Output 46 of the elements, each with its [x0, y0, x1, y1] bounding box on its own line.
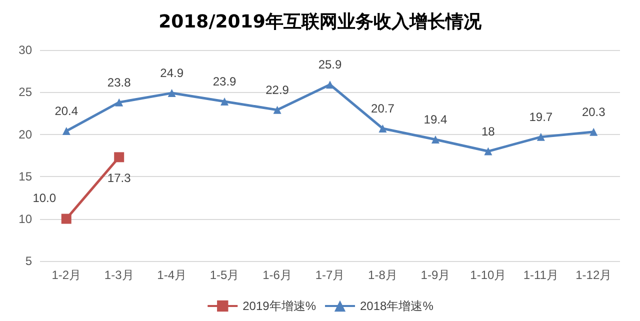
x-tick-label: 1-5月: [210, 268, 240, 282]
point: [484, 147, 492, 156]
data-label: 20.7: [371, 101, 395, 116]
point: [326, 80, 334, 89]
y-tick-label: 20: [18, 127, 32, 142]
data-label: 23.8: [107, 75, 132, 90]
y-tick-label: 15: [18, 170, 32, 184]
x-tick-label: 1-11月: [523, 268, 558, 282]
point: [115, 98, 124, 106]
data-label: 25.9: [318, 58, 342, 72]
point: [62, 127, 70, 136]
point: [536, 132, 545, 141]
data-label: 19.7: [529, 110, 553, 124]
legend-label: 2018年增速%: [360, 299, 434, 313]
point: [114, 152, 124, 162]
data-label: 17.3: [107, 171, 132, 186]
legend-label: 2019年增速%: [242, 299, 316, 313]
point: [61, 214, 72, 224]
point: [378, 124, 387, 132]
point: [168, 89, 176, 98]
y-tick-label: 25: [18, 85, 32, 100]
x-tick-label: 1-10月: [470, 268, 506, 282]
x-tick-label: 1-12月: [576, 268, 612, 282]
point: [590, 128, 598, 136]
data-label: 19.4: [424, 112, 448, 126]
x-tick-label: 1-9月: [420, 268, 450, 282]
data-label: 20.4: [54, 104, 78, 118]
data-label: 24.9: [160, 66, 184, 80]
y-tick-label: 30: [18, 43, 32, 57]
x-tick-label: 1-8月: [368, 268, 398, 282]
chart-title: 2018/2019年互联网业务收入增长情况: [158, 12, 482, 32]
x-tick-label: 1-6月: [262, 268, 292, 282]
data-label: 18: [482, 124, 496, 138]
data-label: 10.0: [32, 190, 56, 205]
x-tick-label: 1-7月: [315, 268, 345, 282]
point: [273, 106, 282, 114]
x-tick-label: 1-4月: [157, 268, 186, 282]
data-label: 20.3: [582, 104, 606, 119]
data-label: 23.9: [212, 74, 237, 88]
point: [431, 135, 440, 144]
point: [220, 97, 229, 106]
y-tick-label: 10: [18, 212, 32, 226]
data-label: 22.9: [266, 82, 290, 97]
x-tick-label: 1-3月: [104, 268, 134, 282]
y-tick-label: 5: [25, 254, 32, 268]
x-tick-label: 1-2月: [52, 268, 82, 282]
